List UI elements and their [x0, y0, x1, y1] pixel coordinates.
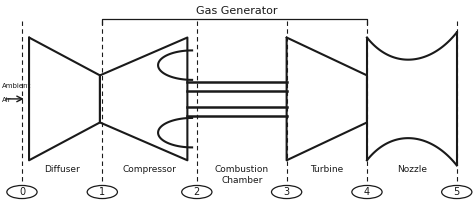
Circle shape	[272, 185, 302, 199]
Circle shape	[7, 185, 37, 199]
Text: 3: 3	[283, 187, 290, 197]
Circle shape	[442, 185, 472, 199]
Text: Diffuser: Diffuser	[44, 165, 80, 174]
Text: Compressor: Compressor	[123, 165, 176, 174]
Text: Air: Air	[2, 97, 12, 103]
Text: Gas Generator: Gas Generator	[196, 6, 278, 16]
Text: 1: 1	[99, 187, 105, 197]
Text: 5: 5	[454, 187, 460, 197]
Text: Ambient: Ambient	[2, 83, 31, 89]
Text: 2: 2	[194, 187, 200, 197]
Text: 0: 0	[19, 187, 25, 197]
Circle shape	[352, 185, 382, 199]
Circle shape	[182, 185, 212, 199]
Text: Combustion
Chamber: Combustion Chamber	[215, 165, 269, 185]
Text: Nozzle: Nozzle	[397, 165, 427, 174]
Text: 4: 4	[364, 187, 370, 197]
Circle shape	[87, 185, 118, 199]
Text: Turbine: Turbine	[310, 165, 344, 174]
